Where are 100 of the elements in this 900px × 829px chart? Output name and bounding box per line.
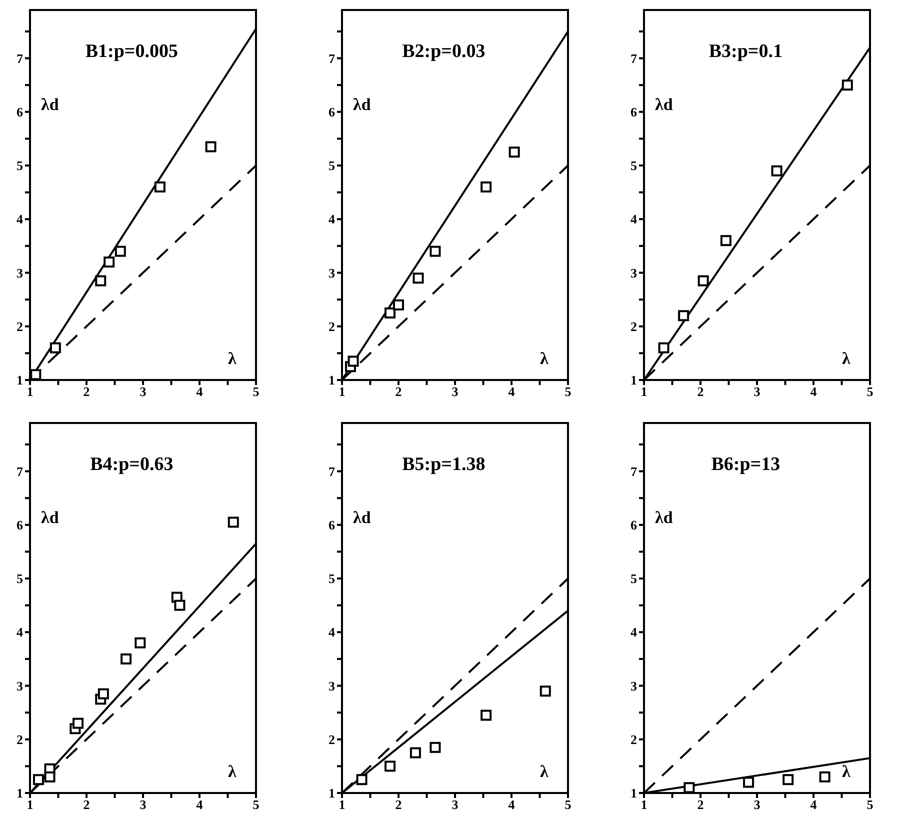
y-tick-label: 4 [630,212,638,227]
point [154,181,166,192]
point [842,80,853,91]
point [480,181,492,192]
y-axis-title: λd [41,95,59,114]
y-tick-label: 1 [16,372,23,388]
point [98,688,109,700]
point [384,307,396,318]
point [393,299,404,310]
x-tick-label: 1 [26,384,34,400]
x-tick-label: 5 [564,797,572,812]
x-tick-label: 4 [810,384,818,400]
y-tick-label: 1 [328,786,335,801]
point [412,272,424,284]
y-tick-label: 4 [16,624,24,640]
point [50,342,61,354]
x-tick-label: 3 [452,384,459,400]
y-tick-label: 6 [630,104,638,120]
x-tick-label: 2 [697,797,704,812]
y-tick-label: 6 [630,518,638,532]
y-tick-label: 6 [328,104,336,120]
point [44,771,56,782]
y-tick-label: 3 [16,678,24,694]
point [410,747,421,758]
point [30,369,42,380]
point [32,774,44,786]
point [720,235,732,246]
y-tick-label: 2 [328,318,335,334]
x-tick-label: 3 [754,384,761,400]
x-axis-title: λ [540,762,548,781]
text: B2:p=0.03 [401,41,486,62]
point [430,742,441,753]
y-tick-label: 7 [630,50,638,66]
y-axis-title: λd [655,508,673,527]
y-tick-label: 7 [16,50,24,66]
y-tick-label: 7 [328,50,336,66]
y-tick-label: 2 [630,318,637,334]
text: B1:p=0.005 [84,41,180,62]
text: B3:p=0.1 [708,41,784,62]
point [678,310,690,322]
x-tick-label: 2 [395,384,402,400]
y-axis-title: λd [655,95,673,114]
point [480,710,492,721]
y-tick-label: 4 [630,624,638,640]
x-tick-label: 2 [83,384,90,400]
y-tick-label: 2 [16,732,23,747]
x-tick-label: 4 [196,797,204,812]
point [819,771,830,782]
point [540,686,551,697]
text: B6:p=13 [710,454,782,475]
y-tick-label: 5 [630,158,638,174]
x-axis-title: λ [540,349,548,368]
y-tick-label: 1 [16,786,23,801]
y-axis-title: λd [353,508,371,527]
y-tick-label: 6 [16,104,24,120]
y-tick-label: 2 [630,732,637,747]
x-tick-label: 3 [754,797,761,812]
x-tick-label: 4 [810,797,818,812]
point [72,718,84,729]
y-tick-label: 6 [328,518,336,532]
x-axis-title: λ [842,762,850,781]
x-axis-title: λ [228,349,236,368]
x-tick-label: 5 [866,384,874,400]
point [205,141,216,152]
x-tick-label: 2 [83,797,90,812]
y-tick-label: 7 [328,464,336,479]
y-tick-label: 4 [328,212,336,227]
point [228,516,239,528]
y-tick-label: 5 [16,158,24,174]
point [698,275,709,286]
point [743,776,754,788]
y-tick-label: 5 [630,571,638,586]
x-tick-label: 1 [640,384,648,400]
y-tick-label: 3 [16,265,24,280]
y-tick-label: 2 [328,732,335,747]
point [356,774,368,786]
x-tick-label: 1 [640,797,648,812]
text: B5:p=1.38 [401,454,486,475]
y-tick-label: 4 [328,624,336,640]
y-axis-title: λd [353,95,371,114]
x-tick-label: 2 [395,797,402,812]
y-tick-label: 5 [16,571,24,586]
x-tick-label: 5 [564,384,572,400]
x-axis-title: λ [842,349,850,368]
y-tick-label: 5 [328,571,336,586]
y-tick-label: 3 [328,265,336,280]
point [114,246,126,257]
x-tick-label: 4 [508,797,516,812]
x-tick-label: 1 [338,384,346,400]
x-tick-label: 3 [452,797,459,812]
x-tick-label: 1 [26,797,34,812]
y-tick-label: 1 [630,786,637,801]
x-tick-label: 3 [140,384,147,400]
y-tick-label: 1 [328,372,335,388]
y-tick-label: 3 [328,678,336,694]
point [104,256,115,268]
point [684,782,695,793]
y-tick-label: 5 [328,158,336,174]
point [120,653,132,664]
y-tick-label: 7 [630,464,638,479]
